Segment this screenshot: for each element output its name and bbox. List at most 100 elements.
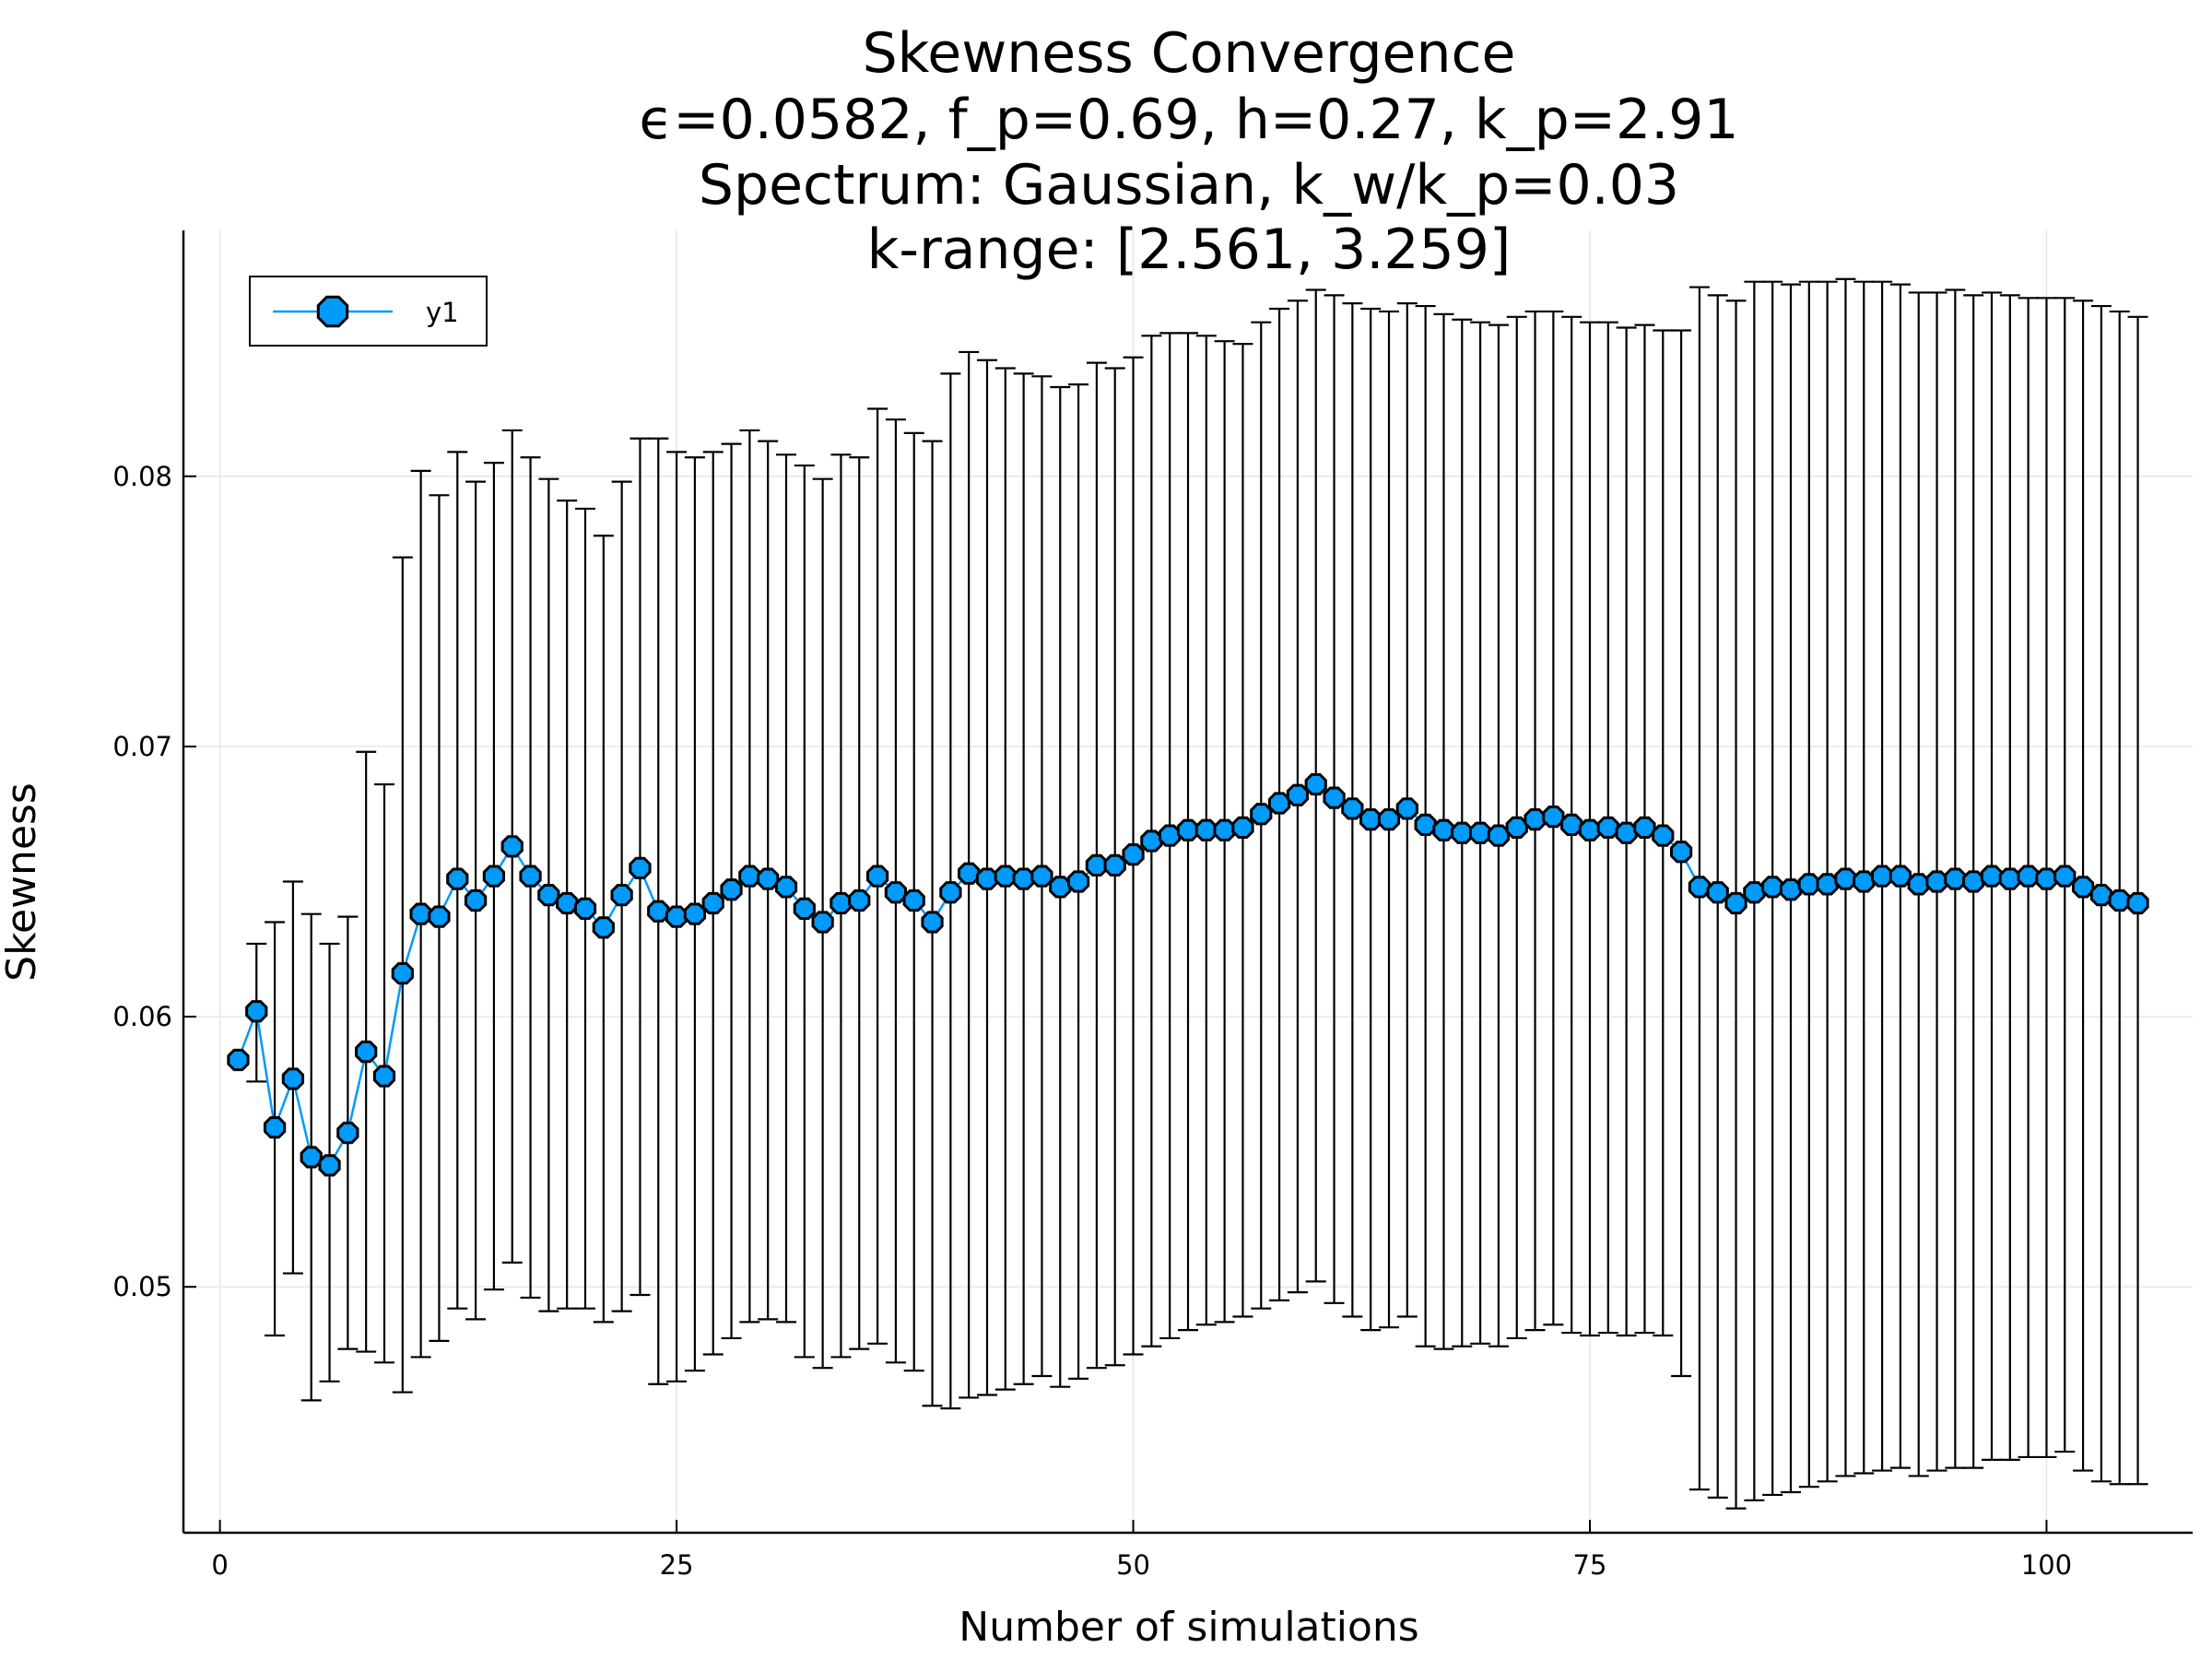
data-point [975, 867, 999, 890]
data-point [811, 911, 834, 934]
data-point [1925, 870, 1948, 893]
data-point [1998, 867, 2021, 890]
data-point [1140, 830, 1163, 853]
data-point [1451, 821, 1474, 844]
data-point [1341, 797, 1364, 820]
x-axis-ticks: 0 25 50 75 100 [211, 1520, 2072, 1581]
axes [182, 230, 2193, 1535]
data-point [2126, 891, 2149, 915]
data-point [263, 1116, 287, 1139]
data-point [1066, 870, 1090, 893]
data-point [1615, 821, 1638, 844]
data-point [1980, 865, 2004, 888]
x-tick-label: 0 [211, 1549, 228, 1581]
data-point [318, 1154, 341, 1177]
data-point [1542, 806, 1565, 829]
data-point [1761, 876, 1784, 899]
data-point [994, 865, 1017, 888]
data-point [519, 865, 542, 888]
data-point [610, 884, 633, 907]
data-point [1267, 792, 1291, 815]
data-point [1468, 821, 1492, 844]
data-point [1159, 824, 1182, 847]
data-point [2017, 865, 2040, 888]
data-point [1560, 813, 1583, 837]
data-point [227, 1048, 250, 1072]
data-point [1012, 867, 1035, 890]
data-point [1395, 797, 1418, 820]
data-point [830, 891, 853, 915]
data-point [1049, 876, 1072, 899]
data-point [1122, 843, 1145, 866]
data-point [1633, 816, 1656, 839]
data-point [1250, 803, 1273, 826]
data-point [629, 856, 652, 879]
data-point [2035, 867, 2058, 890]
data-point [1194, 818, 1218, 841]
data-point [1414, 813, 1437, 837]
data-point [1688, 876, 1712, 899]
data-point [500, 835, 524, 858]
data-point [757, 867, 780, 890]
data-point [428, 905, 451, 928]
data-point [848, 888, 871, 912]
data-point [793, 897, 816, 920]
data-point [1853, 870, 1876, 893]
data-point [2108, 888, 2131, 912]
data-point [1323, 786, 1346, 809]
data-point [774, 876, 798, 899]
legend: y1 [249, 276, 488, 347]
data-point [1907, 873, 1930, 896]
data-point [1505, 816, 1528, 839]
data-point [1487, 824, 1511, 847]
data-point [1085, 853, 1109, 877]
data-point [1888, 865, 1912, 888]
data-point [1176, 818, 1200, 841]
data-point [1524, 807, 1547, 831]
data-point [556, 891, 579, 915]
data-point [2089, 884, 2113, 907]
data-point [720, 878, 743, 901]
y-tick-label: 0.06 [112, 1001, 172, 1032]
y-axis-ticks: 0.05 0.06 0.07 0.08 [112, 461, 196, 1302]
data-point [592, 916, 615, 939]
data-point [573, 897, 597, 920]
data-point [1779, 878, 1803, 901]
data-point [958, 862, 981, 885]
data-point [738, 865, 761, 888]
data-point [1706, 881, 1729, 904]
y-axis-label: Skewness [0, 782, 45, 982]
data-point [921, 911, 944, 934]
x-tick-label: 25 [660, 1549, 694, 1581]
data-point [1743, 881, 1766, 904]
data-point [245, 1000, 268, 1023]
title-line-1: Skewness Convergence [863, 21, 1516, 86]
data-point [1724, 891, 1747, 915]
data-point [1669, 841, 1693, 864]
x-tick-label: 50 [1116, 1549, 1150, 1581]
data-point [683, 902, 707, 925]
title-line-4: k-range: [2.561, 3.259] [867, 218, 1512, 282]
data-point [1816, 873, 1839, 896]
x-axis-label: Number of simulations [959, 1604, 1418, 1651]
data-point [1578, 818, 1602, 841]
data-point [1030, 865, 1053, 888]
title-line-2: ϵ=0.0582, f_p=0.69, h=0.27, k_p=2.91 [639, 88, 1738, 152]
data-point [1432, 818, 1455, 841]
data-point [1377, 807, 1401, 831]
data-point [1944, 867, 1967, 890]
data-point [300, 1146, 323, 1169]
y-tick-label: 0.05 [112, 1271, 172, 1302]
data-point [355, 1041, 378, 1064]
data-point [1103, 853, 1126, 877]
data-point [1359, 807, 1382, 831]
data-point [2053, 865, 2077, 888]
legend-label-y1: y1 [426, 297, 459, 328]
data-point [665, 905, 688, 928]
series-markers-y1 [227, 772, 2149, 1177]
y-tick-label: 0.07 [112, 731, 172, 762]
data-point [1870, 865, 1894, 888]
data-point [647, 900, 670, 923]
